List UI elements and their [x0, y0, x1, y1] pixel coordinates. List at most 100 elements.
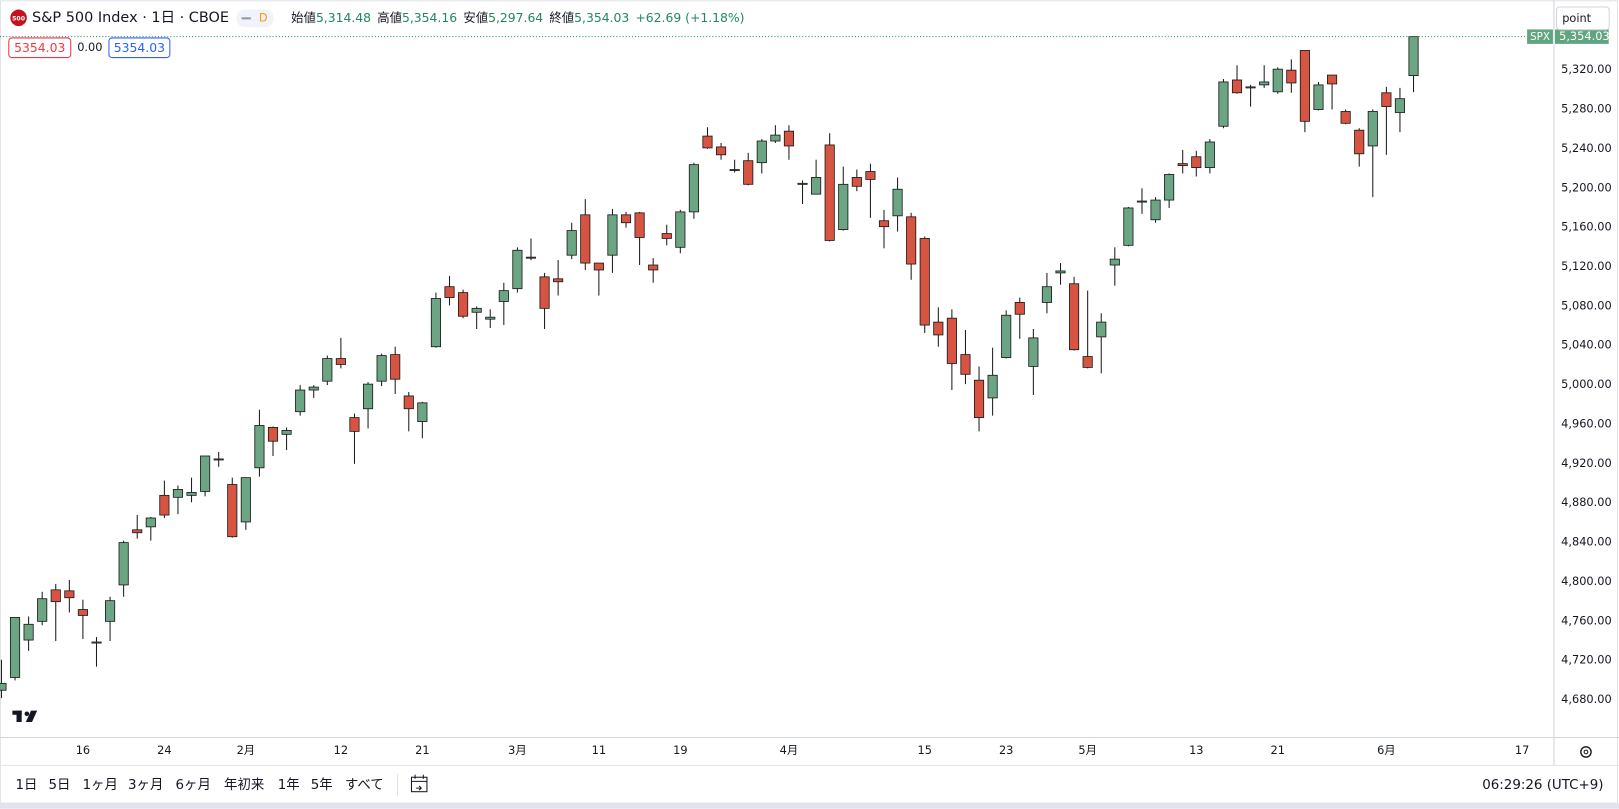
y-tick-label: 4,720.00	[1561, 653, 1612, 667]
candle-body	[485, 316, 496, 320]
symbol-icon-text: 500	[12, 15, 26, 22]
range-button[interactable]: 5日	[49, 778, 71, 793]
candle-body	[145, 517, 156, 528]
candle-body	[1408, 36, 1419, 76]
candle-body	[1001, 314, 1012, 358]
range-button[interactable]: 3ヶ月	[128, 778, 163, 793]
calendar-icon[interactable]	[410, 774, 428, 793]
axes: 4,680.00 4,720.00 4,760.00 4,800.00 4,840.00…	[76, 29, 1612, 757]
candle-body	[1259, 81, 1270, 86]
y-tick-label: 5,240.00	[1561, 141, 1612, 155]
candle-body	[91, 641, 102, 644]
symbol-box	[1527, 29, 1553, 44]
range-button[interactable]: 6ヶ月	[176, 778, 211, 793]
candle-body	[1041, 286, 1052, 303]
candle-body	[1150, 199, 1161, 221]
y-tick-label: 4,800.00	[1561, 574, 1612, 588]
bid-box[interactable]	[8, 37, 72, 59]
candle-body	[580, 214, 591, 264]
ohlc-readout: 始値5,314.48 高値5,354.16 安値5,297.64 終値5,354.03…	[291, 9, 744, 24]
x-tick-label: 16	[76, 743, 90, 757]
y-tick-label: 4,960.00	[1561, 416, 1612, 430]
candle-body	[23, 623, 34, 641]
settings-icon[interactable]	[1580, 746, 1592, 758]
spread: 0.00	[77, 40, 102, 54]
symbol-title[interactable]: S&P 500 Index · 1日 · CBOE	[32, 10, 229, 26]
candle-body	[1394, 98, 1406, 113]
x-tick-label: 5月	[1078, 743, 1097, 757]
ask-box[interactable]	[108, 37, 171, 59]
candle-body	[729, 169, 740, 172]
candle-body	[362, 383, 374, 410]
candle-body	[240, 477, 251, 523]
ohlc-label: 安値	[463, 9, 488, 24]
candle-body	[987, 374, 998, 399]
range-button[interactable]: 1日	[15, 778, 37, 793]
bottom-band	[0, 803, 1619, 809]
x-tick-label: 3月	[508, 743, 527, 757]
candle-body	[553, 278, 564, 283]
candle-body	[539, 276, 550, 309]
candle-body	[376, 355, 387, 382]
candle-body	[946, 317, 957, 364]
candle-body	[512, 249, 523, 290]
x-tick-label: 21	[1271, 743, 1285, 757]
candle-body	[783, 130, 795, 147]
plot-area	[0, 36, 1554, 699]
y-tick-label: 5,280.00	[1561, 102, 1612, 116]
candle-body	[498, 290, 509, 302]
candle-body	[1123, 207, 1134, 246]
candle-body	[1272, 68, 1283, 93]
ohlc-label: 始値	[291, 9, 316, 24]
candle-body	[756, 140, 767, 164]
ohlc-value: 5,354.16	[402, 9, 457, 24]
candle-body	[933, 321, 944, 336]
candle-body	[132, 529, 143, 534]
candle-body	[675, 211, 686, 248]
y-tick-label: 5,000.00	[1561, 377, 1612, 391]
range-button[interactable]: 1年	[278, 777, 300, 793]
symbol-icon	[10, 9, 27, 27]
y-tick-label: 5,320.00	[1561, 62, 1612, 76]
candle-body	[403, 395, 414, 410]
candle-body	[295, 389, 306, 413]
candle-body	[1082, 356, 1093, 368]
candle-body	[1340, 111, 1351, 124]
change: +62.69 (+1.18%)	[635, 9, 744, 24]
logo	[12, 710, 38, 723]
candle-body	[811, 177, 822, 195]
candle-body	[1299, 50, 1310, 122]
candle-body	[566, 230, 577, 256]
candle-body	[1286, 69, 1297, 84]
candle-body	[593, 262, 604, 271]
candle-body	[254, 425, 265, 469]
candle-body	[1204, 141, 1215, 169]
candle-body	[349, 417, 360, 432]
settings-icon-center	[1583, 749, 1589, 755]
candle-body	[227, 484, 238, 538]
candle-body	[471, 307, 482, 313]
interval-badge: D	[259, 10, 268, 24]
ohlc-value: 5,354.03	[574, 9, 629, 24]
candle-body	[118, 542, 129, 586]
range-button[interactable]: すべて	[345, 777, 384, 793]
candle-body	[458, 292, 469, 317]
y-tick-label: 4,760.00	[1561, 613, 1612, 627]
ohlc-label: 高値	[377, 9, 402, 24]
range-button[interactable]: 年初来	[224, 777, 264, 793]
unit-menu[interactable]	[1556, 6, 1610, 31]
x-tick-label: 11	[592, 743, 606, 757]
candle-body	[525, 256, 537, 259]
status-pill[interactable]	[236, 9, 274, 28]
candle-body	[838, 183, 849, 231]
candle-body	[1231, 79, 1243, 94]
y-tick-label: 4,880.00	[1561, 495, 1612, 509]
x-tick-label: 21	[415, 743, 429, 757]
y-tick-label: 5,160.00	[1561, 220, 1612, 234]
candle-body	[702, 135, 713, 149]
candle-body	[186, 491, 197, 496]
range-button[interactable]: 5年	[311, 777, 333, 793]
range-button[interactable]: 1ヶ月	[83, 778, 118, 793]
candle-body	[1109, 258, 1120, 266]
